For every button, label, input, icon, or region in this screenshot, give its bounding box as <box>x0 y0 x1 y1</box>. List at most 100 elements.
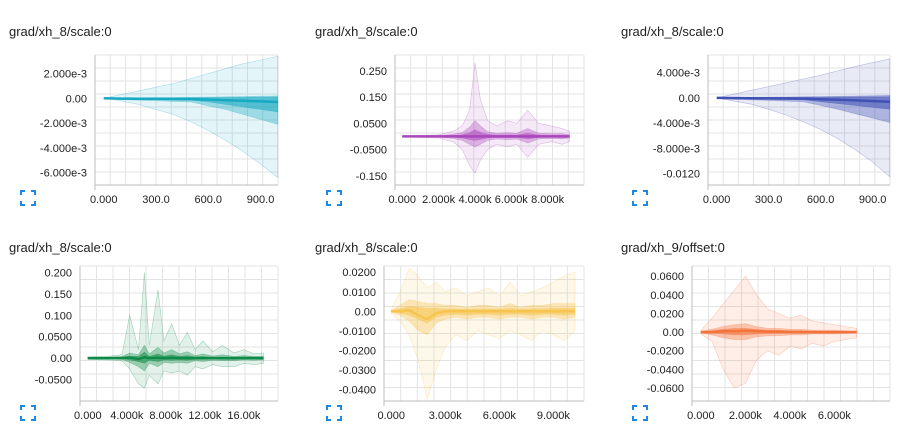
x-tick-label: 0.000 <box>703 194 731 206</box>
x-tick-label: 0.000 <box>389 194 417 206</box>
histogram-card-6: grad/xh_9/offset:0 0.0600 0.0400 0.0200 0.0… <box>612 216 912 426</box>
chart-title: grad/xh_8/scale:0 <box>9 240 112 255</box>
y-tick-label: -4.000e-3 <box>40 143 87 155</box>
y-tick-label: 4.000e-3 <box>657 68 700 80</box>
expand-icon[interactable] <box>632 405 648 421</box>
x-tick-label: 900.0 <box>247 194 275 206</box>
x-tick-label: 4.000k <box>458 194 492 206</box>
x-tick-label: 0.000 <box>74 410 102 422</box>
y-tick-label: -0.0120 <box>663 169 700 181</box>
x-tick-label: 2.000k <box>422 194 456 206</box>
histogram-card-4: grad/xh_8/scale:0 0.200 0.150 0.100 0.0500 0… <box>0 216 300 426</box>
chart-title: grad/xh_8/scale:0 <box>315 240 418 255</box>
y-tick-label: -0.0300 <box>339 365 376 377</box>
x-tick-label: 900.0 <box>859 194 887 206</box>
chart-title: grad/xh_8/scale:0 <box>9 24 112 39</box>
median-line <box>391 309 575 321</box>
y-tick-label: 0.150 <box>359 92 387 104</box>
y-tick-label: -0.0500 <box>350 145 387 157</box>
y-tick-label: 0.150 <box>44 289 72 301</box>
expand-icon[interactable] <box>20 405 36 421</box>
y-tick-label: -0.0100 <box>339 326 376 338</box>
distribution-chart-5[interactable]: 0.0200 0.0100 0.00 -0.0100 -0.0200 -0.0300 -0.… <box>306 216 606 431</box>
x-tick-label: 4.000k <box>110 410 144 422</box>
y-tick-label: 0.00 <box>355 306 376 318</box>
x-tick-label: 0.000 <box>377 410 405 422</box>
distribution-band-1 <box>87 272 264 389</box>
expand-icon[interactable] <box>632 190 648 206</box>
y-tick-label: -0.0400 <box>339 384 376 396</box>
distribution-chart-1[interactable]: 2.000e-3 0.00 -2.000e-3 -4.000e-3 -6.000e-3 0… <box>0 0 300 215</box>
grid <box>394 54 585 186</box>
x-tick-label: 3.000k <box>429 410 463 422</box>
y-tick-label: 0.0400 <box>650 290 684 302</box>
chart-title: grad/xh_8/scale:0 <box>315 24 418 39</box>
y-tick-label: -2.000e-3 <box>40 118 87 130</box>
y-tick-label: 0.00 <box>663 327 684 339</box>
y-tick-label: -0.0500 <box>35 375 72 387</box>
median-line <box>103 97 278 104</box>
distribution-band-1 <box>103 55 279 179</box>
median-line <box>700 329 857 334</box>
y-tick-label: -6.000e-3 <box>40 168 87 180</box>
y-tick-label: 0.0200 <box>342 267 376 279</box>
chart-title: grad/xh_8/scale:0 <box>621 24 724 39</box>
y-tick-label: 0.100 <box>44 310 72 322</box>
y-tick-label: -0.150 <box>356 171 387 183</box>
y-tick-label: 0.250 <box>359 66 387 78</box>
distribution-chart-3[interactable]: 4.000e-3 0.00 -4.000e-3 -8.000e-3 -0.0120 0.0… <box>612 0 912 215</box>
grid <box>94 54 279 186</box>
x-tick-label: 12.00k <box>188 410 222 422</box>
x-tick-label: 300.0 <box>755 194 783 206</box>
x-tick-label: 2.000k <box>729 410 763 422</box>
y-tick-label: -8.000e-3 <box>653 143 700 155</box>
x-tick-label: 600.0 <box>807 194 835 206</box>
x-tick-label: 0.000 <box>687 410 715 422</box>
y-tick-label: 0.200 <box>44 267 72 279</box>
distribution-band-1 <box>716 58 891 178</box>
y-tick-label: 0.00 <box>679 93 700 105</box>
y-tick-label: 0.0100 <box>342 287 376 299</box>
expand-icon[interactable] <box>326 405 342 421</box>
distribution-chart-4[interactable]: 0.200 0.150 0.100 0.0500 0.00 -0.0500 0.000 4.0… <box>0 216 300 431</box>
y-tick-label: -0.0200 <box>647 346 684 358</box>
x-tick-label: 8.000k <box>531 194 565 206</box>
y-tick-label: -0.0400 <box>647 364 684 376</box>
median-line <box>716 96 890 103</box>
histogram-card-1: grad/xh_8/scale:0 2.000e-3 0.00 -2.000e-3 -… <box>0 0 300 210</box>
x-tick-label: 6.000k <box>818 410 852 422</box>
x-tick-label: 300.0 <box>142 194 170 206</box>
grid <box>383 265 585 402</box>
x-tick-label: 600.0 <box>195 194 223 206</box>
chart-title: grad/xh_9/offset:0 <box>621 240 725 255</box>
x-tick-label: 0.000 <box>90 194 118 206</box>
x-tick-label: 6.000k <box>495 194 529 206</box>
expand-icon[interactable] <box>20 190 36 206</box>
x-tick-label: 9.000k <box>537 410 571 422</box>
y-tick-label: 0.00 <box>66 93 87 105</box>
median-line <box>87 356 264 361</box>
histogram-card-5: grad/xh_8/scale:0 0.0200 0.0100 0.00 -0.010… <box>306 216 606 426</box>
y-tick-label: 0.0200 <box>650 308 684 320</box>
x-tick-label: 6.000k <box>483 410 517 422</box>
y-tick-label: 0.0600 <box>650 271 684 283</box>
y-tick-label: 0.00 <box>51 353 72 365</box>
y-tick-label: 0.0500 <box>353 118 387 130</box>
grid <box>707 54 891 186</box>
y-tick-label: -0.0600 <box>647 383 684 395</box>
distribution-band-1 <box>390 267 576 401</box>
y-tick-label: -0.0200 <box>339 345 376 357</box>
y-tick-label: 0.0500 <box>38 332 72 344</box>
histogram-card-2: grad/xh_8/scale:0 0.250 0.150 0.0500 -0.050… <box>306 0 606 210</box>
x-tick-label: 4.000k <box>773 410 807 422</box>
expand-icon[interactable] <box>326 190 342 206</box>
distribution-band-1 <box>402 62 570 174</box>
histogram-card-3: grad/xh_8/scale:0 4.000e-3 0.00 -4.000e-3 -… <box>612 0 912 210</box>
y-tick-label: 2.000e-3 <box>44 69 87 81</box>
x-tick-label: 8.000k <box>149 410 183 422</box>
distribution-chart-6[interactable]: 0.0600 0.0400 0.0200 0.00 -0.0200 -0.0400 -0.0… <box>612 216 912 431</box>
x-tick-label: 16.00k <box>227 410 261 422</box>
y-tick-label: -4.000e-3 <box>653 118 700 130</box>
grid <box>79 265 279 402</box>
